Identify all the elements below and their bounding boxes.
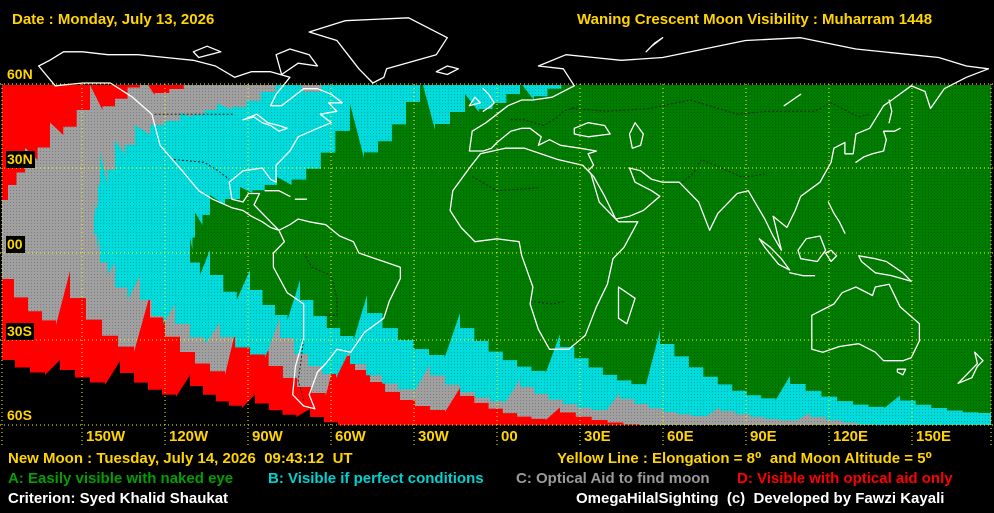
criterion-caption: Criterion: Syed Khalid Shaukat — [8, 490, 229, 507]
coastline-23 — [242, 113, 288, 132]
coastline-22 — [957, 351, 984, 384]
border-1 — [173, 159, 230, 180]
coastline-20 — [811, 283, 921, 362]
legend-item-D: D: Visible with optical aid only — [737, 470, 953, 487]
coastline-4 — [272, 218, 402, 410]
visibility-title: Waning Crescent Moon Visibility : Muharr… — [577, 11, 933, 28]
border-3 — [678, 158, 765, 186]
border-8 — [510, 105, 580, 127]
coastline-8 — [482, 88, 495, 112]
coastline-21 — [896, 368, 907, 376]
border-5 — [303, 252, 338, 316]
legend-item-B: B: Visible if perfect conditions — [268, 470, 484, 487]
coastline-17 — [824, 249, 838, 263]
coastline-3 — [275, 48, 319, 76]
coastline-2 — [192, 45, 222, 59]
coastline-0 — [38, 51, 344, 231]
legend-item-C: C: Optical Aid to find moon — [516, 470, 710, 487]
graticule-layer — [0, 83, 994, 445]
lon-tick-60W: 60W — [335, 428, 366, 445]
lon-tick-90E: 90E — [750, 428, 777, 445]
lon-tick-150E: 150E — [916, 428, 952, 445]
coastline-13 — [888, 99, 893, 124]
coastline-1 — [308, 17, 448, 84]
yellow-line-caption: Yellow Line : Elongation = 8⁰ and Moon A… — [557, 450, 933, 467]
lon-tick-90W: 90W — [252, 428, 283, 445]
coastline-12 — [855, 127, 901, 163]
date-title: Date : Monday, July 13, 2026 — [12, 11, 215, 28]
coastline-10 — [435, 65, 459, 76]
coastlines-layer — [38, 17, 990, 410]
border-2 — [571, 99, 870, 118]
lon-tick-150W: 150W — [86, 428, 126, 445]
border-6 — [471, 176, 539, 192]
lon-tick-00: 00 — [501, 428, 518, 445]
coastline-14 — [758, 238, 791, 271]
coastline-18 — [858, 255, 912, 282]
lat-tick-60N: 60N — [6, 66, 35, 83]
lon-tick-60E: 60E — [667, 428, 694, 445]
coastline-9 — [468, 96, 482, 107]
lat-tick-30S: 30S — [6, 323, 34, 340]
lat-tick-60S: 60S — [6, 407, 34, 424]
coastline-6 — [617, 286, 636, 325]
coastline-25 — [573, 122, 611, 138]
coastline-24 — [628, 122, 644, 149]
new-moon-caption: New Moon : Tuesday, July 14, 2026 09:43:… — [8, 450, 353, 467]
country-borders-layer — [154, 99, 870, 401]
coastline-16 — [797, 235, 827, 263]
lon-tick-30E: 30E — [584, 428, 611, 445]
lon-tick-120W: 120W — [169, 428, 209, 445]
border-4 — [297, 304, 305, 401]
coastline-11 — [645, 37, 664, 53]
coastline-26 — [783, 93, 802, 107]
lon-tick-30W: 30W — [418, 428, 449, 445]
coastline-27 — [264, 190, 291, 197]
zone-A-green-texture — [190, 85, 991, 413]
lon-tick-120E: 120E — [833, 428, 869, 445]
lat-tick-00: 00 — [6, 236, 25, 253]
lat-tick-30N: 30N — [6, 151, 35, 168]
legend-item-A: A: Easily visible with naked eye — [8, 470, 234, 487]
coastline-7 — [468, 37, 990, 251]
credit-caption: OmegaHilalSighting (c) Developed by Fawz… — [576, 490, 945, 507]
coastline-19 — [827, 201, 846, 234]
coastline-15 — [789, 272, 816, 277]
